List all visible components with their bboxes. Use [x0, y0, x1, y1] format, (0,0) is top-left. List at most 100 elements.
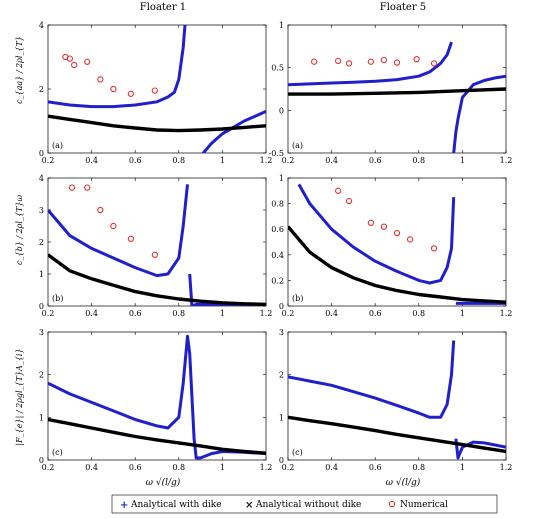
- point-numerical: [345, 197, 353, 205]
- line-analytical-without-dike: [48, 417, 266, 455]
- point-numerical: [68, 184, 76, 191]
- chart-panel-2: 0.2 0.4 0.6 0.8 1 1.2 -0.5 0 0.5 1 (a): [269, 21, 513, 165]
- x-tick-label: 0.8: [172, 309, 185, 318]
- plot-area: [48, 334, 266, 460]
- point-numerical: [127, 235, 134, 242]
- y-tick-label: 0: [279, 106, 284, 115]
- y-tick-label: 3: [39, 328, 44, 337]
- point-numerical: [413, 55, 420, 63]
- x-tick-label: 0.8: [412, 309, 425, 318]
- legend-marker-without-dike: ×: [245, 500, 253, 511]
- y-tick-label: 3: [39, 206, 44, 215]
- x-tick-label: 0.4: [85, 309, 98, 318]
- x-tick-label: 1: [460, 156, 465, 165]
- y-tick-label: 4: [39, 174, 44, 183]
- point-numerical: [393, 59, 401, 66]
- y-tick-label: 0.6: [271, 225, 284, 234]
- point-numerical: [367, 219, 374, 226]
- column-title-right: Floater 5: [380, 2, 426, 13]
- y-tick-label: 1: [39, 270, 44, 279]
- y-tick-label: 1: [279, 174, 284, 183]
- y-tick-label: 0: [279, 302, 284, 311]
- x-tick-label: 1.2: [260, 309, 273, 318]
- x-axis-label-right: ω √(l/g): [386, 477, 421, 488]
- legend: + Analytical with dike × Analytical with…: [111, 494, 498, 514]
- point-numerical: [71, 61, 78, 69]
- panel-tag: (a): [52, 141, 63, 150]
- point-numerical: [84, 58, 91, 65]
- x-tick-label: 1: [460, 309, 465, 318]
- chart-panel-5: 0.2 0.4 0.6 0.8 1 1.2 0 1 2 3 (c): [39, 328, 272, 472]
- x-tick-label: 1.2: [260, 463, 273, 472]
- legend-label-numerical: Numerical: [400, 500, 448, 510]
- plot-frame: [287, 331, 507, 461]
- x-tick-label: 0.6: [129, 156, 142, 165]
- chart-panel-1: 0.2 0.4 0.6 0.8 1 1.2 0 2 4 (a): [39, 21, 273, 165]
- point-numerical: [380, 223, 388, 230]
- point-numerical: [430, 60, 438, 67]
- panel-tag: (c): [52, 448, 63, 457]
- line-analytical-with-dike: [288, 41, 506, 153]
- x-tick-label: 0.2: [282, 463, 295, 472]
- column-title-left: Floater 1: [140, 2, 186, 13]
- chart-panel-6: 0.2 0.4 0.6 0.8 1 1.2 0 1 2 3 (c): [279, 328, 512, 472]
- x-tick-label: 1: [220, 463, 225, 472]
- x-tick-label: 0.4: [85, 463, 98, 472]
- plot-area: [288, 41, 506, 153]
- line-analytical-without-dike: [48, 253, 266, 306]
- x-tick-label: 1.2: [260, 156, 273, 165]
- y-tick-label: 2: [39, 238, 44, 247]
- y-tick-label: 0.5: [271, 64, 284, 73]
- plot-area: [288, 340, 506, 460]
- x-tick-label: 0.6: [129, 463, 142, 472]
- panel-tag: (b): [292, 294, 303, 303]
- x-tick-label: 0.8: [172, 156, 185, 165]
- point-numerical: [430, 245, 438, 252]
- x-tick-label: 0.8: [412, 463, 425, 472]
- x-tick-label: 0.2: [42, 463, 55, 472]
- line-analytical-with-dike: [48, 25, 266, 153]
- plot-frame: [47, 331, 267, 461]
- x-tick-label: 0.2: [282, 156, 295, 165]
- y-tick-label: 4: [39, 21, 44, 30]
- point-numerical: [393, 229, 401, 237]
- x-tick-label: 0.4: [325, 463, 338, 472]
- x-tick-label: 0.4: [325, 156, 338, 165]
- y-tick-label: 0: [39, 302, 44, 311]
- chart-panel-3: 0.2 0.4 0.6 0.8 1 1.2 0 1 2 3 4 (b): [39, 174, 272, 318]
- legend-box: [111, 494, 498, 514]
- legend-marker-with-dike: +: [120, 500, 128, 511]
- row-ylabel-1: c_{aa} / 2ρl_{T}: [15, 36, 24, 104]
- point-numerical: [97, 206, 104, 214]
- point-numerical: [110, 85, 117, 93]
- y-tick-label: 0: [39, 456, 44, 465]
- x-tick-label: 0.6: [369, 156, 382, 165]
- plot-frame: [287, 177, 507, 307]
- x-tick-label: 1.2: [500, 463, 513, 472]
- point-numerical: [345, 60, 353, 67]
- point-numerical: [97, 76, 104, 83]
- x-tick-label: 1: [220, 156, 225, 165]
- x-tick-label: 0.2: [42, 309, 55, 318]
- line-analytical-with-dike: [288, 340, 506, 460]
- y-tick-label: 2: [39, 371, 44, 380]
- point-numerical: [334, 187, 342, 194]
- chart-panel-4: 0.2 0.4 0.6 0.8 1 1.200.20.40.60.81(b): [271, 174, 512, 318]
- y-tick-label: 0.8: [271, 200, 284, 209]
- y-tick-label: 0: [279, 456, 284, 465]
- point-numerical: [380, 56, 388, 64]
- legend-label-without-dike: Analytical without dike: [255, 500, 361, 510]
- panel-tag: (b): [52, 294, 63, 303]
- panel-tag: (a): [292, 141, 303, 150]
- y-tick-label: 1: [39, 413, 44, 422]
- point-numerical: [151, 251, 158, 258]
- x-tick-label: 1.2: [500, 156, 513, 165]
- point-numerical: [367, 58, 374, 65]
- point-numerical: [110, 222, 117, 230]
- x-tick-label: 0.8: [172, 463, 185, 472]
- point-numerical: [406, 236, 414, 243]
- x-tick-label: 0.6: [369, 309, 382, 318]
- point-numerical: [151, 87, 158, 94]
- plot-area: [48, 184, 266, 306]
